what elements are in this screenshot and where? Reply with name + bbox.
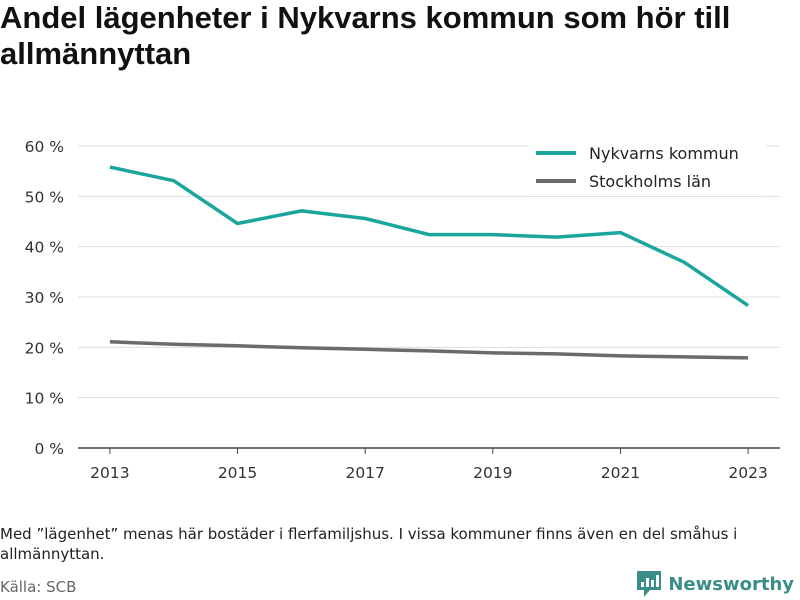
y-tick-label: 30 %	[25, 289, 64, 307]
y-tick-label: 60 %	[25, 138, 64, 156]
x-tick-label: 2015	[218, 464, 257, 482]
nykvarn-series-line	[109, 165, 750, 308]
line-chart: 0 % 10 % 20 % 30 % 40 % 50 % 60 % 2013 2015 2017…	[25, 138, 780, 482]
legend-background	[528, 138, 766, 196]
y-tick-label: 20 %	[25, 339, 64, 357]
x-axis-ticks: 2013 2015 2017 2019 2021 2023	[90, 448, 768, 482]
legend-label-nykvarn: Nykvarns kommun	[589, 144, 739, 163]
chart-title: Andel lägenheter i Nykvarns kommun som h…	[0, 0, 731, 71]
footnote: Med ”lägenhet” menas här bostäder i fler…	[0, 525, 738, 563]
x-tick-label: 2021	[601, 464, 640, 482]
brand-name: Newsworthy	[668, 573, 794, 595]
x-tick-label: 2023	[728, 464, 767, 482]
series-lines	[109, 165, 750, 360]
brand-logo: Newsworthy	[636, 570, 794, 598]
newsworthy-icon	[637, 571, 662, 597]
x-tick-label: 2017	[345, 464, 384, 482]
y-tick-label: 0 %	[34, 440, 64, 458]
y-tick-label: 10 %	[25, 390, 64, 408]
y-tick-label: 40 %	[25, 239, 64, 257]
y-tick-label: 50 %	[25, 188, 64, 206]
x-tick-label: 2013	[90, 464, 129, 482]
legend-label-stockholm: Stockholms län	[589, 172, 711, 191]
stockholm-series-line	[109, 340, 749, 360]
source-label: Källa: SCB	[0, 578, 77, 596]
legend: Nykvarns kommun Stockholms län	[528, 138, 766, 196]
y-axis-ticks: 0 % 10 % 20 % 30 % 40 % 50 % 60 %	[25, 138, 64, 458]
x-tick-label: 2019	[473, 464, 512, 482]
